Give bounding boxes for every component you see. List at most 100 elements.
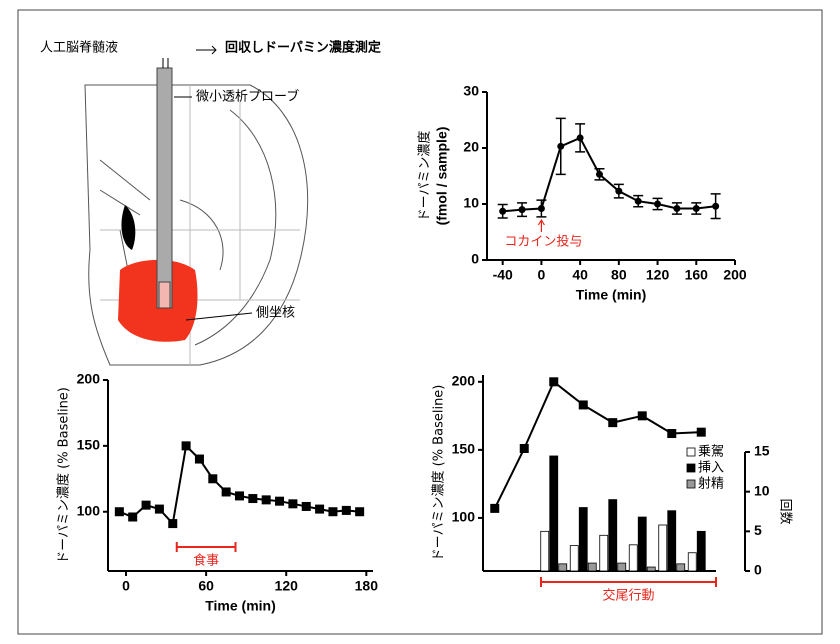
marker [654,201,661,208]
marker [635,198,642,205]
marker [315,505,324,514]
marker [355,507,364,516]
annotation: 食事 [193,553,219,569]
legend-swatch [687,480,695,488]
marker [142,501,151,510]
y2-tick-label: 15 [754,443,770,459]
x-tick-label: -40 [493,267,513,283]
bar [647,567,655,571]
y-tick-label: 200 [77,371,101,387]
bar [688,553,696,571]
marker [667,429,676,438]
y-tick-label: 100 [77,502,101,518]
bar [638,517,646,571]
x-tick-label: 80 [611,267,627,283]
x-tick-label: 120 [646,267,670,283]
bar [697,531,705,571]
marker [248,494,257,503]
marker [262,495,271,504]
figure: 人工脳脊髄液 回収しドーパミン濃度測定 微小透析プローブ 側坐核 0 10 20 30… [0,0,840,644]
y2-tick-label: 0 [754,562,762,578]
y-axis-label: ドーパミン濃度 (% Baseline) [431,385,447,562]
marker [490,504,499,513]
y-axis-label: (fmol / sample) [434,127,450,226]
marker [208,474,217,483]
marker [115,507,124,516]
legend-label: 射精 [698,476,724,492]
y-tick-label: 200 [452,373,476,389]
marker [673,205,680,212]
marker [520,444,529,453]
bar [600,535,608,571]
x-tick-label: 200 [723,267,747,283]
bar [659,525,667,571]
annotation: 交尾行動 [602,588,654,604]
bar [579,508,587,571]
bar [618,563,626,571]
y-tick-label: 100 [452,509,476,525]
marker [577,134,584,141]
y-tick-label: 0 [471,251,479,267]
y-tick-label: 10 [463,195,479,211]
marker [596,171,603,178]
marker [275,497,284,506]
probe [157,68,172,308]
bar [668,511,676,571]
diagram-label: 側坐核 [256,306,295,321]
bar [677,564,685,571]
marker [235,491,244,500]
legend-label: 挿入 [698,461,724,476]
marker [538,205,545,212]
bar [570,546,578,571]
marker [182,441,191,450]
marker [155,505,164,514]
legend-swatch [687,448,695,456]
y-tick-label: 30 [463,83,479,99]
marker [222,487,231,496]
legend-label: 乗駕 [698,445,724,460]
x-axis-label: Time (min) [205,598,276,614]
x-tick-label: 60 [198,578,214,594]
bar [588,563,596,571]
marker [608,418,617,427]
marker [195,455,204,464]
page: 人工脳脊髄液 回収しドーパミン濃度測定 微小透析プローブ 側坐核 0 10 20 30… [0,0,840,644]
marker [697,428,706,437]
marker [693,205,700,212]
x-tick-label: 0 [122,578,130,594]
x-axis-label: Time (min) [576,287,647,303]
marker [168,519,177,528]
x-tick-label: 40 [572,267,588,283]
bar [609,500,617,571]
x-tick-label: 180 [355,578,379,594]
diagram-label: 微小透析プローブ [196,89,299,105]
y-axis-label: ドーパミン濃度 (% Baseline) [56,387,72,564]
diagram-label: 人工脳脊髄液 [40,41,118,56]
marker [328,507,337,516]
diagram-label: 回収しドーパミン濃度測定 [225,40,381,56]
bar [559,564,567,571]
y-tick-label: 150 [77,437,101,453]
marker [579,400,588,409]
y-tick-label: 150 [452,441,476,457]
marker [342,506,351,515]
annotation: コカイン投与 [504,234,582,250]
y2-tick-label: 5 [754,522,762,538]
x-tick-label: 0 [538,267,546,283]
y-axis-label: ドーパミン濃度 [417,131,433,222]
y-tick-label: 20 [463,139,479,155]
probe-tip [159,282,170,308]
marker [549,377,558,386]
y2-axis-label: 回数 [778,498,793,524]
bar [629,545,637,571]
marker [499,208,506,215]
bar [550,456,558,571]
legend-swatch [687,464,695,472]
marker [519,206,526,213]
y2-tick-label: 10 [754,482,770,498]
marker [128,512,137,521]
bar [541,531,549,571]
x-tick-label: 160 [685,267,709,283]
marker [615,188,622,195]
marker [712,203,719,210]
